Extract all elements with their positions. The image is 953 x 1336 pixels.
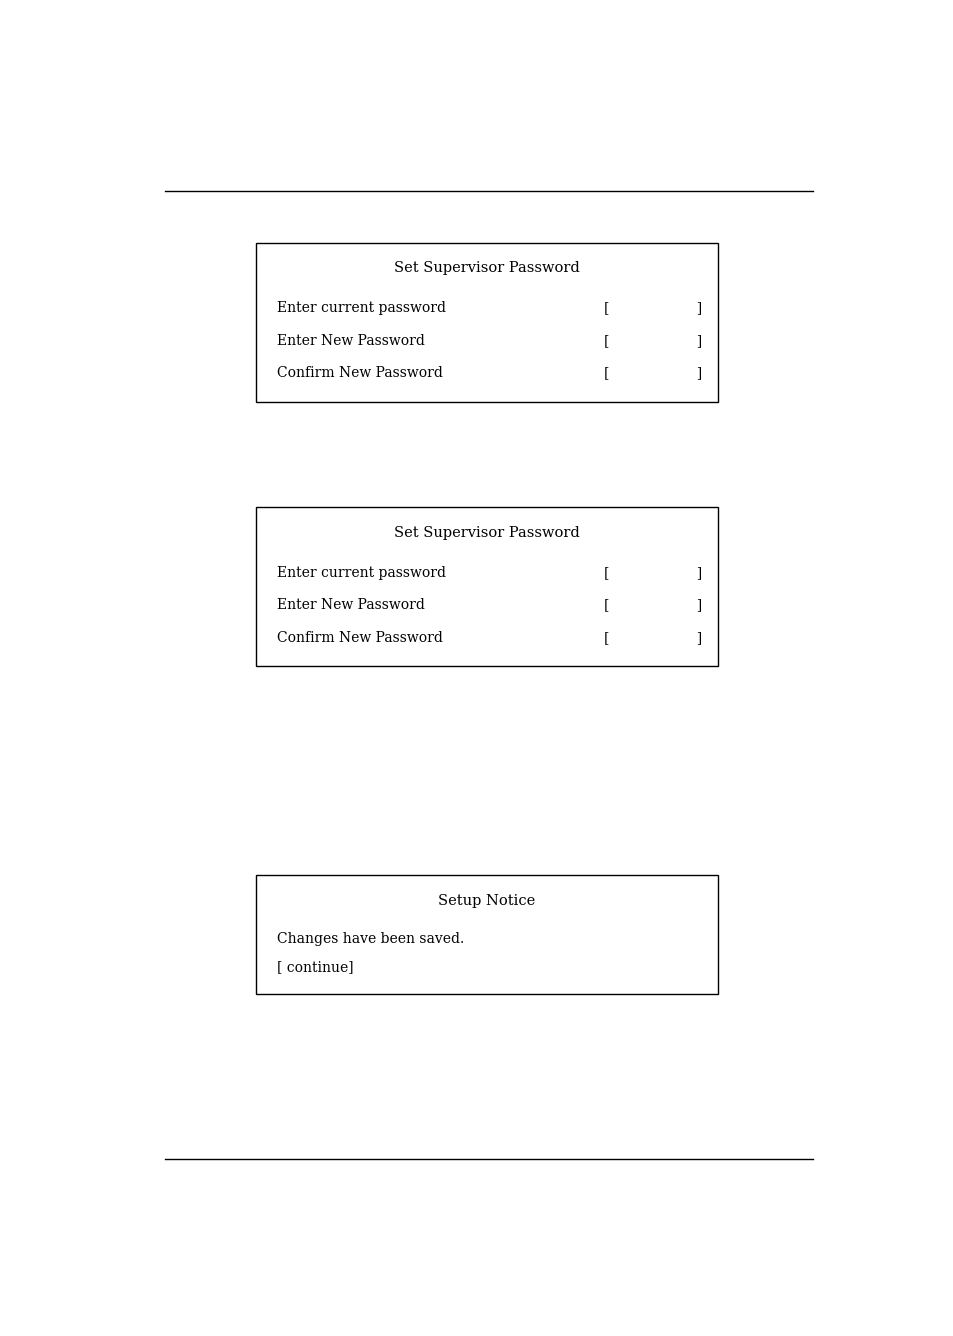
- Text: [                    ]: [ ]: [603, 599, 701, 612]
- Text: [                    ]: [ ]: [603, 302, 701, 315]
- Text: [ continue]: [ continue]: [276, 961, 353, 974]
- Text: Confirm New Password: Confirm New Password: [276, 631, 442, 645]
- Text: [                    ]: [ ]: [603, 565, 701, 580]
- FancyBboxPatch shape: [255, 243, 718, 402]
- FancyBboxPatch shape: [255, 875, 718, 994]
- FancyBboxPatch shape: [255, 506, 718, 667]
- Text: Enter current password: Enter current password: [276, 302, 445, 315]
- Text: Set Supervisor Password: Set Supervisor Password: [394, 261, 579, 275]
- Text: Set Supervisor Password: Set Supervisor Password: [394, 525, 579, 540]
- Text: Enter current password: Enter current password: [276, 565, 445, 580]
- Text: Enter New Password: Enter New Password: [276, 334, 424, 347]
- Text: Setup Notice: Setup Notice: [438, 894, 536, 907]
- Text: [                    ]: [ ]: [603, 334, 701, 347]
- Text: Confirm New Password: Confirm New Password: [276, 366, 442, 381]
- Text: [                    ]: [ ]: [603, 366, 701, 381]
- Text: Changes have been saved.: Changes have been saved.: [276, 931, 463, 946]
- Text: [                    ]: [ ]: [603, 631, 701, 645]
- Text: Enter New Password: Enter New Password: [276, 599, 424, 612]
